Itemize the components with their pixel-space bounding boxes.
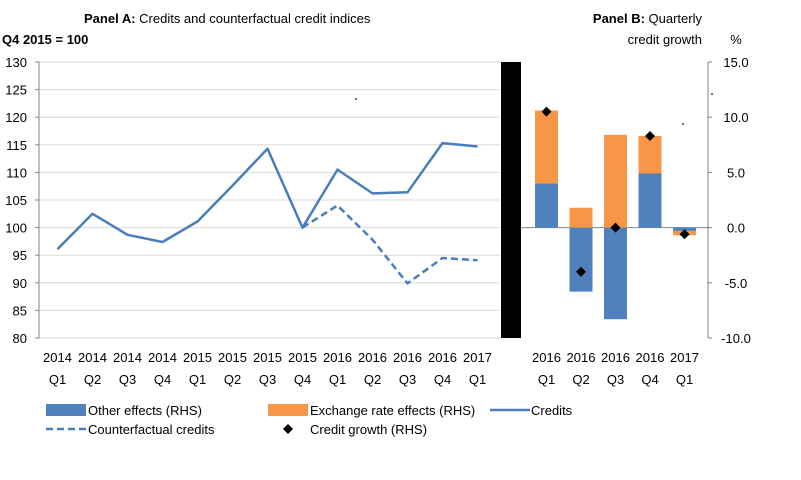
panel-divider — [501, 62, 521, 338]
x-tick-label-quarter: Q3 — [399, 372, 416, 387]
x-tick-label-quarter: Q4 — [294, 372, 311, 387]
left-tick-label: 120 — [5, 110, 27, 125]
left-tick-label: 115 — [6, 138, 27, 153]
x-tick-label-year: 2015 — [253, 350, 282, 365]
legend-label-credits: Credits — [531, 403, 573, 418]
credits-line — [56, 141, 478, 250]
panel-a-title: Panel A: Credits and counterfactual cred… — [84, 11, 371, 26]
panel-b-title: Panel B: Quarterly — [593, 11, 703, 26]
x-tick-label-quarter: Q1 — [538, 372, 555, 387]
x-tick-label-quarter: Q4 — [641, 372, 658, 387]
right-tick-label: 5.0 — [727, 165, 745, 180]
x-tick-label-quarter: Q3 — [259, 372, 276, 387]
legend-label-other-effects: Other effects (RHS) — [88, 403, 202, 418]
left-tick-label: 125 — [5, 83, 27, 98]
panel-b-title-bold: Panel B: — [593, 11, 645, 26]
x-tick-label-year: 2016 — [428, 350, 457, 365]
x-tick-label-year: 2016 — [323, 350, 352, 365]
right-tick-label: 10.0 — [723, 110, 748, 125]
bar-other-effects — [638, 173, 662, 228]
x-tick-label-quarter: Q1 — [329, 372, 346, 387]
credit-growth-marker — [645, 130, 655, 141]
x-tick-label-quarter: Q4 — [154, 372, 171, 387]
panel-b-title-text: Quarterly — [645, 11, 703, 26]
stray-dot — [355, 98, 357, 100]
x-tick-label-quarter: Q1 — [49, 372, 66, 387]
right-tick-label: 0.0 — [727, 221, 745, 236]
bar-exchange-rate-effects — [569, 207, 593, 228]
left-tick-label: 85 — [13, 303, 27, 318]
x-tick-label-year: 2014 — [43, 350, 72, 365]
bar-exchange-rate-effects — [535, 110, 558, 184]
legend: Other effects (RHS) Exchange rate effect… — [46, 403, 573, 437]
x-tick-label-year: 2016 — [567, 350, 596, 365]
x-tick-label-quarter: Q4 — [434, 372, 451, 387]
legend-marker-credit-growth — [283, 424, 293, 434]
bar-exchange-rate-effects — [604, 134, 627, 228]
x-tick-label-quarter: Q3 — [119, 372, 136, 387]
panel-b-ylabel: % — [730, 32, 742, 47]
x-tick-label-year: 2014 — [78, 350, 107, 365]
bar-exchange-rate-effects — [638, 135, 662, 174]
x-tick-label-year: 2016 — [532, 350, 561, 365]
right-tick-label: -5.0 — [725, 276, 747, 291]
x-tick-label-year: 2014 — [148, 350, 177, 365]
counterfactual-credits-line — [301, 204, 478, 285]
panel-a-lines — [56, 141, 478, 285]
left-tick-label: 105 — [5, 193, 27, 208]
legend-swatch-other-effects — [46, 404, 86, 416]
credit-growth-marker — [576, 266, 586, 277]
x-tick-label-year: 2016 — [636, 350, 665, 365]
x-tick-label-quarter: Q2 — [364, 372, 381, 387]
bar-other-effects — [604, 227, 627, 320]
stray-dot — [711, 93, 713, 95]
x-tick-label-quarter: Q1 — [469, 372, 486, 387]
right-tick-label: 15.0 — [723, 55, 748, 70]
panel-a-ylabel: Q4 2015 = 100 — [2, 32, 88, 47]
x-tick-label-year: 2015 — [288, 350, 317, 365]
x-tick-label-year: 2015 — [218, 350, 247, 365]
legend-label-exchange-rate: Exchange rate effects (RHS) — [310, 403, 475, 418]
x-tick-label-quarter: Q1 — [189, 372, 206, 387]
x-tick-label-quarter: Q2 — [84, 372, 101, 387]
left-tick-label: 110 — [6, 165, 27, 180]
gridlines — [39, 61, 500, 339]
panel-a-title-bold: Panel A: — [84, 11, 136, 26]
left-tick-label: 80 — [13, 331, 27, 346]
x-tick-label-year: 2017 — [463, 350, 492, 365]
left-tick-label: 100 — [5, 221, 27, 236]
bar-other-effects — [569, 227, 593, 292]
x-tick-label-quarter: Q2 — [572, 372, 589, 387]
left-tick-label: 130 — [5, 55, 27, 70]
bar-other-effects — [535, 183, 558, 228]
panel-b-title-line2: credit growth — [628, 32, 702, 47]
x-tick-label-year: 2017 — [670, 350, 699, 365]
left-tick-label: 90 — [13, 276, 27, 291]
legend-swatch-exchange-rate — [268, 404, 308, 416]
x-tick-label-year: 2015 — [183, 350, 212, 365]
credit-growth-marker — [610, 222, 621, 233]
left-tick-label: 95 — [13, 248, 27, 263]
x-tick-label-quarter: Q2 — [224, 372, 241, 387]
legend-label-counterfactual: Counterfactual credits — [88, 422, 215, 437]
x-tick-label-year: 2016 — [393, 350, 422, 365]
panel-b-markers — [541, 106, 690, 277]
right-tick-label: -10.0 — [721, 331, 751, 346]
panel-b-bars — [535, 110, 696, 320]
credit-growth-marker — [541, 106, 552, 117]
panel-a-title-text: Credits and counterfactual credit indice… — [136, 11, 371, 26]
stray-dot — [682, 123, 684, 125]
legend-label-credit-growth: Credit growth (RHS) — [310, 422, 427, 437]
x-tick-label-year: 2016 — [358, 350, 387, 365]
tick-labels: 80 85 90 95 100 105 110 115 120 125 130 2014 Q1 2014 Q… — [5, 55, 751, 387]
x-tick-label-year: 2014 — [113, 350, 142, 365]
credit-growth-marker — [679, 229, 690, 240]
x-tick-label-quarter: Q3 — [607, 372, 624, 387]
x-tick-label-year: 2016 — [601, 350, 630, 365]
x-tick-label-quarter: Q1 — [676, 372, 693, 387]
